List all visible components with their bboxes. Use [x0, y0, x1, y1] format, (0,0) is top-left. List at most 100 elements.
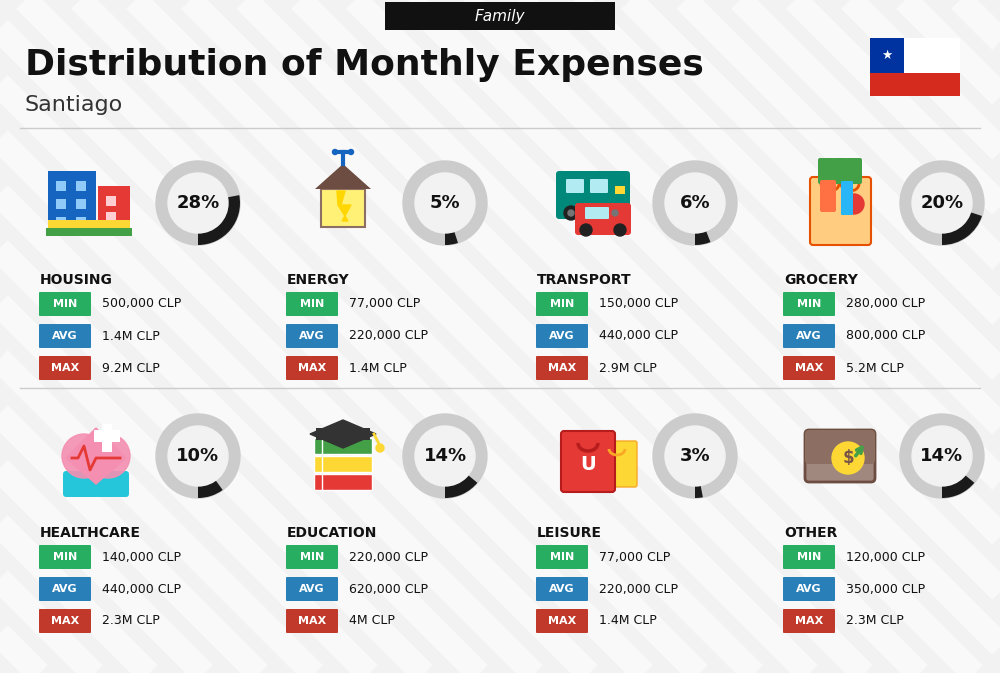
Text: 440,000 CLP: 440,000 CLP [102, 583, 181, 596]
Wedge shape [695, 231, 710, 245]
Text: MIN: MIN [53, 299, 77, 309]
Circle shape [608, 206, 622, 220]
Text: MAX: MAX [795, 616, 823, 626]
FancyBboxPatch shape [314, 474, 372, 490]
FancyBboxPatch shape [39, 292, 91, 316]
FancyBboxPatch shape [56, 181, 66, 191]
Circle shape [832, 442, 864, 474]
Text: 220,000 CLP: 220,000 CLP [349, 330, 428, 343]
Text: 28%: 28% [176, 194, 220, 212]
Text: 5%: 5% [430, 194, 460, 212]
Text: MAX: MAX [51, 616, 79, 626]
Text: 2.3M CLP: 2.3M CLP [102, 614, 160, 627]
Circle shape [168, 173, 228, 233]
Circle shape [403, 161, 487, 245]
FancyBboxPatch shape [48, 171, 96, 236]
Text: MIN: MIN [550, 299, 574, 309]
Text: 220,000 CLP: 220,000 CLP [599, 583, 678, 596]
Circle shape [614, 224, 626, 236]
Text: AVG: AVG [796, 331, 822, 341]
FancyBboxPatch shape [314, 456, 372, 472]
FancyBboxPatch shape [286, 324, 338, 348]
FancyBboxPatch shape [316, 428, 370, 440]
Text: 77,000 CLP: 77,000 CLP [599, 551, 670, 563]
Text: AVG: AVG [52, 331, 78, 341]
Text: MIN: MIN [797, 552, 821, 562]
Text: 280,000 CLP: 280,000 CLP [846, 297, 925, 310]
FancyBboxPatch shape [76, 199, 86, 209]
Text: EDUCATION: EDUCATION [287, 526, 377, 540]
Wedge shape [942, 475, 974, 498]
Text: 14%: 14% [920, 447, 964, 465]
Circle shape [665, 173, 725, 233]
Circle shape [415, 426, 475, 486]
Text: MIN: MIN [300, 299, 324, 309]
Circle shape [349, 149, 354, 155]
FancyBboxPatch shape [832, 158, 848, 184]
Wedge shape [445, 232, 458, 245]
Circle shape [912, 426, 972, 486]
Circle shape [900, 161, 984, 245]
FancyBboxPatch shape [39, 609, 91, 633]
FancyBboxPatch shape [590, 179, 608, 193]
FancyBboxPatch shape [286, 356, 338, 380]
FancyBboxPatch shape [556, 171, 630, 219]
Text: Distribution of Monthly Expenses: Distribution of Monthly Expenses [25, 48, 704, 82]
Text: MAX: MAX [51, 363, 79, 373]
FancyBboxPatch shape [56, 217, 66, 227]
FancyBboxPatch shape [783, 324, 835, 348]
Text: MAX: MAX [548, 363, 576, 373]
FancyBboxPatch shape [615, 186, 625, 194]
FancyBboxPatch shape [783, 609, 835, 633]
FancyBboxPatch shape [39, 545, 91, 569]
Text: 150,000 CLP: 150,000 CLP [599, 297, 678, 310]
Polygon shape [315, 164, 371, 189]
Text: AVG: AVG [549, 331, 575, 341]
FancyBboxPatch shape [321, 189, 365, 227]
Circle shape [156, 161, 240, 245]
Text: ENERGY: ENERGY [287, 273, 350, 287]
FancyBboxPatch shape [39, 324, 91, 348]
Text: AVG: AVG [796, 584, 822, 594]
Text: 2.9M CLP: 2.9M CLP [599, 361, 657, 374]
Text: MIN: MIN [797, 299, 821, 309]
Text: 14%: 14% [423, 447, 467, 465]
Text: LEISURE: LEISURE [537, 526, 602, 540]
FancyBboxPatch shape [783, 545, 835, 569]
Text: MAX: MAX [298, 363, 326, 373]
FancyBboxPatch shape [870, 38, 904, 73]
Circle shape [156, 414, 240, 498]
FancyBboxPatch shape [286, 545, 338, 569]
FancyBboxPatch shape [46, 228, 132, 236]
Circle shape [62, 434, 106, 478]
Wedge shape [445, 475, 477, 498]
Circle shape [912, 173, 972, 233]
Polygon shape [310, 420, 376, 448]
FancyBboxPatch shape [56, 199, 66, 209]
FancyBboxPatch shape [98, 186, 130, 236]
FancyBboxPatch shape [536, 292, 588, 316]
FancyBboxPatch shape [286, 609, 338, 633]
FancyBboxPatch shape [904, 38, 960, 73]
FancyBboxPatch shape [783, 356, 835, 380]
FancyBboxPatch shape [94, 430, 120, 442]
Text: 2.3M CLP: 2.3M CLP [846, 614, 904, 627]
Text: MIN: MIN [53, 552, 77, 562]
Text: 6%: 6% [680, 194, 710, 212]
FancyBboxPatch shape [63, 471, 129, 497]
Text: 140,000 CLP: 140,000 CLP [102, 551, 181, 563]
FancyBboxPatch shape [536, 324, 588, 348]
Text: 120,000 CLP: 120,000 CLP [846, 551, 925, 563]
Text: 620,000 CLP: 620,000 CLP [349, 583, 428, 596]
FancyBboxPatch shape [783, 577, 835, 601]
Circle shape [844, 194, 864, 214]
FancyBboxPatch shape [536, 356, 588, 380]
FancyBboxPatch shape [536, 577, 588, 601]
Text: OTHER: OTHER [784, 526, 837, 540]
FancyBboxPatch shape [805, 430, 875, 482]
Wedge shape [198, 481, 223, 498]
Circle shape [332, 149, 338, 155]
Text: 20%: 20% [920, 194, 964, 212]
FancyBboxPatch shape [810, 177, 871, 245]
FancyBboxPatch shape [561, 431, 615, 492]
